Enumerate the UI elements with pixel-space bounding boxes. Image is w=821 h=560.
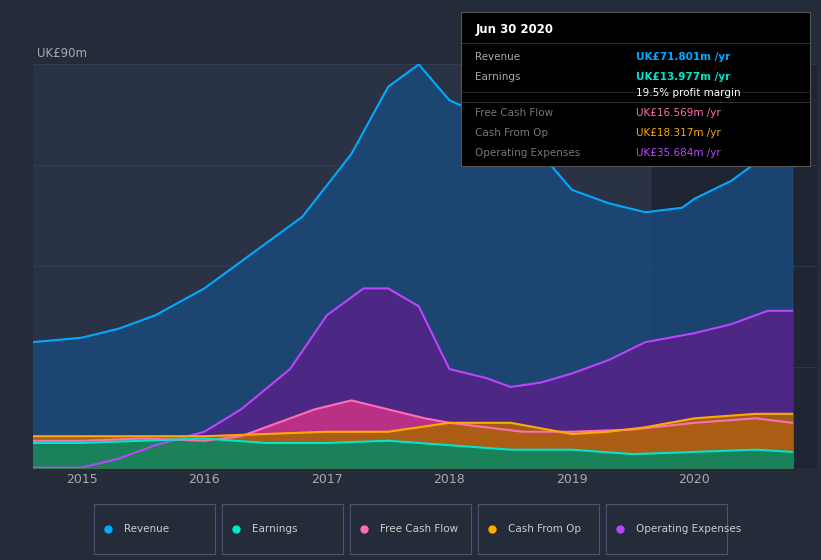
Text: UK£0: UK£0 [37,451,68,464]
Text: UK£90m: UK£90m [37,48,87,60]
Text: Jun 30 2020: Jun 30 2020 [475,23,553,36]
Text: Earnings: Earnings [475,72,521,82]
Text: Revenue: Revenue [475,53,521,62]
Text: UK£18.317m /yr: UK£18.317m /yr [636,128,721,138]
Text: Cash From Op: Cash From Op [475,128,548,138]
Text: Free Cash Flow: Free Cash Flow [380,524,458,534]
Bar [652,64,817,468]
Text: UK£71.801m /yr: UK£71.801m /yr [636,53,730,62]
Text: Earnings: Earnings [252,524,297,534]
Text: Operating Expenses: Operating Expenses [636,524,741,534]
Text: Free Cash Flow: Free Cash Flow [475,108,553,118]
Text: UK£35.684m /yr: UK£35.684m /yr [636,148,721,158]
Text: 19.5% profit margin: 19.5% profit margin [636,88,741,98]
Text: Operating Expenses: Operating Expenses [475,148,580,158]
Text: Revenue: Revenue [124,524,169,534]
Text: UK£16.569m /yr: UK£16.569m /yr [636,108,721,118]
Text: UK£13.977m /yr: UK£13.977m /yr [636,72,730,82]
Text: Cash From Op: Cash From Op [508,524,581,534]
